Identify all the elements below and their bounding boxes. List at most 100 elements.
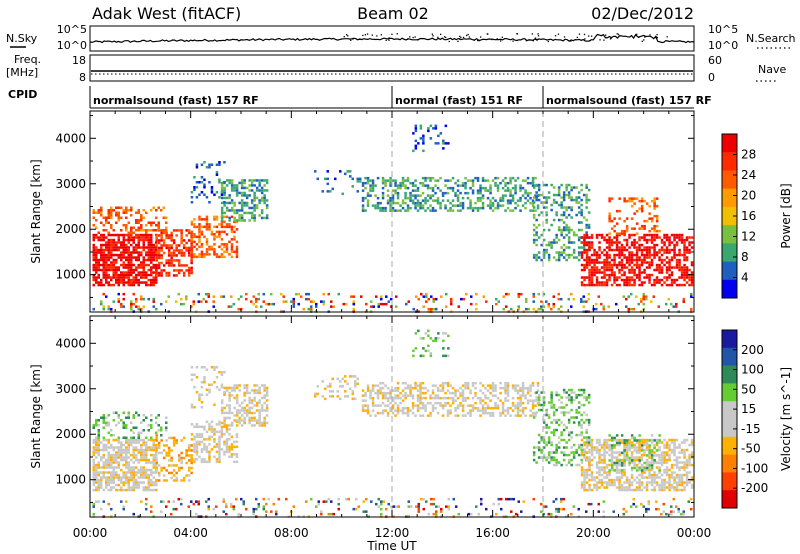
heatmap-cell [613,229,616,233]
heatmap-cell [263,396,266,400]
heatmap-cell [228,196,231,200]
heatmap-cell [255,204,259,207]
heatmap-cell [660,278,664,282]
heatmap-cell [220,243,224,246]
heatmap-cell [577,253,581,257]
heatmap-cell [431,384,435,387]
heatmap-cell [514,186,517,190]
heatmap-cell [142,488,145,492]
heatmap-cell [630,283,634,287]
heatmap-cell [225,184,229,187]
heatmap-cell [230,448,234,451]
heatmap-cell [531,381,535,385]
heatmap-cell [115,214,118,217]
heatmap-cell [436,179,440,182]
heatmap-cell [351,397,354,401]
heatmap-cell [147,438,150,442]
heatmap-cell [464,186,467,190]
heatmap-cell [537,441,541,444]
heatmap-cell [157,471,161,475]
heatmap-cell [260,409,264,412]
heatmap-cell [595,451,599,454]
heatmap-cell [200,440,204,444]
heatmap-cell [384,391,387,395]
nsearch-point [584,38,586,40]
heatmap-cell [643,448,646,452]
heatmap-cell [542,248,546,252]
heatmap-cell [532,238,536,242]
heatmap-cell [187,466,191,470]
heatmap-cell [608,263,611,267]
heatmap-cell [235,396,239,400]
heatmap-cell [295,292,298,296]
heatmap-cell [499,196,502,200]
heatmap-cell [240,201,244,205]
heatmap-cell [516,199,520,202]
heatmap-cell [567,438,571,442]
heatmap-cell [107,216,110,219]
heatmap-cell [600,478,604,482]
heatmap-cell [190,456,193,460]
nsearch-point [512,40,514,42]
heatmap-cell [643,227,646,230]
heatmap-cell [321,395,324,398]
heatmap-cell [198,396,201,399]
heatmap-cell [476,176,480,180]
heatmap-cell [424,199,427,202]
heatmap-cell [125,424,128,427]
heatmap-cell [555,446,558,449]
heatmap-cell [250,389,254,392]
heatmap-cell [603,263,606,267]
heatmap-cell [235,219,239,222]
heatmap-cell [167,451,171,455]
heatmap-cell [198,398,201,401]
heatmap-cell [213,445,216,449]
heatmap-cell [660,261,664,264]
heatmap-cell [115,233,118,237]
heatmap-cell [622,295,625,298]
heatmap-cell [489,204,492,207]
heatmap-cell [135,281,138,284]
heatmap-cell [162,264,166,267]
heatmap-cell [605,253,609,257]
heatmap-cell [562,406,566,409]
heatmap-cell [598,471,601,474]
heatmap-cell [225,448,229,451]
heatmap-cell [427,307,430,311]
heatmap-cell [425,292,428,296]
heatmap-cell [132,302,135,306]
heatmap-cell [449,396,452,400]
heatmap-cell [451,386,455,390]
heatmap-cell [577,191,581,194]
heatmap-cell [152,441,155,444]
heatmap-cell [399,391,402,395]
heatmap-cell [590,261,594,264]
heatmap-cell [610,283,614,287]
heatmap-cell [517,305,520,308]
heatmap-cell [645,297,648,301]
heatmap-cell [122,471,125,474]
heatmap-cell [117,483,120,487]
heatmap-cell [122,256,125,259]
heatmap-cell [150,266,153,269]
heatmap-cell [200,460,204,464]
heatmap-cell [175,254,178,257]
heatmap-cell [100,278,103,282]
heatmap-cell [112,453,115,457]
heatmap-cell [459,201,462,205]
heatmap-cell [215,450,219,454]
heatmap-cell [613,481,616,484]
heatmap-cell [185,269,188,272]
heatmap-cell [344,172,347,176]
heatmap-cell [623,453,626,457]
heatmap-cell [223,220,226,224]
heatmap-cell [663,233,666,237]
heatmap-cell [265,399,269,402]
heatmap-cell [205,225,209,229]
heatmap-cell [155,421,158,424]
heatmap-cell [504,409,507,412]
nsearch-point [486,33,488,35]
heatmap-cell [334,177,337,181]
heatmap-cell [112,456,115,459]
heatmap-cell [285,300,288,303]
